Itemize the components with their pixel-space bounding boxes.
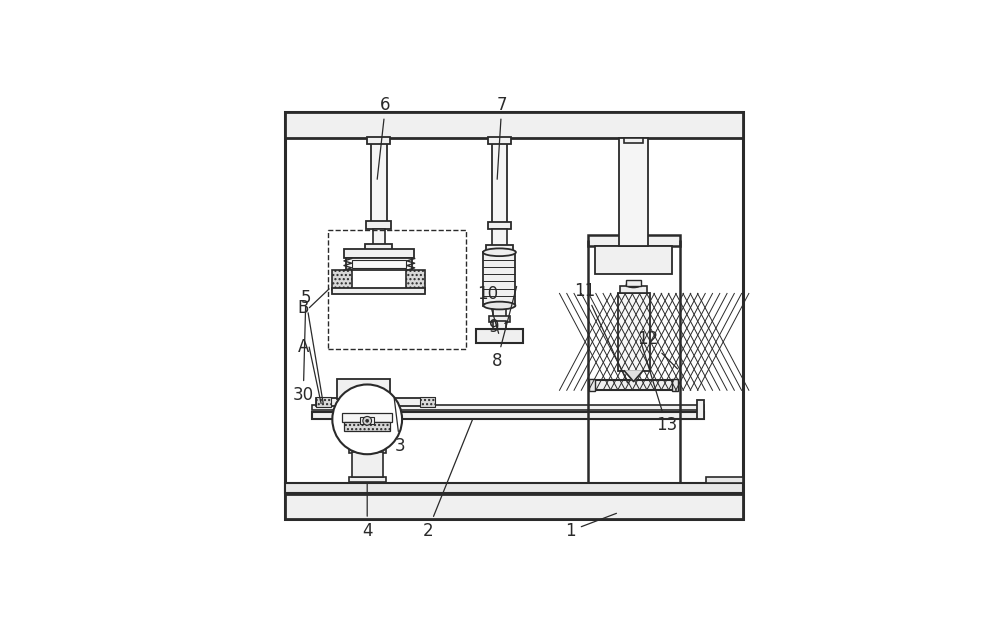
Bar — [373, 228, 385, 246]
Polygon shape — [624, 371, 643, 382]
Text: 4: 4 — [362, 482, 372, 540]
Text: 1: 1 — [565, 513, 616, 540]
Text: 8: 8 — [492, 286, 517, 370]
Bar — [493, 305, 506, 318]
Bar — [316, 397, 331, 407]
Bar — [342, 413, 392, 422]
Bar — [595, 246, 672, 274]
Text: A: A — [298, 338, 309, 356]
Text: 7: 7 — [497, 96, 507, 179]
Text: 5: 5 — [300, 289, 323, 403]
Text: 3: 3 — [394, 398, 405, 455]
Bar — [626, 280, 641, 286]
Bar — [619, 138, 648, 246]
Text: 10: 10 — [477, 286, 499, 333]
Bar — [486, 245, 512, 252]
Bar — [672, 379, 678, 391]
Bar — [365, 244, 392, 251]
Bar — [406, 270, 425, 289]
Ellipse shape — [483, 248, 516, 256]
Text: 11: 11 — [575, 282, 628, 383]
Bar — [360, 418, 374, 424]
Bar — [367, 136, 390, 144]
Circle shape — [366, 420, 369, 422]
Bar — [285, 494, 743, 519]
Bar — [332, 270, 352, 289]
Bar — [356, 418, 378, 449]
Bar — [483, 252, 515, 306]
Bar — [352, 452, 383, 477]
Bar — [492, 228, 507, 246]
Bar — [489, 316, 510, 321]
Text: 30: 30 — [293, 306, 314, 404]
Bar — [337, 379, 390, 399]
Bar — [589, 379, 595, 391]
Bar — [316, 398, 435, 406]
Bar — [349, 447, 386, 454]
Bar — [618, 293, 650, 371]
Bar — [344, 422, 390, 431]
Text: 12: 12 — [637, 330, 678, 369]
Bar — [620, 286, 647, 293]
Bar — [476, 329, 523, 343]
Bar — [492, 138, 507, 223]
Bar — [285, 112, 743, 519]
Text: 2: 2 — [422, 419, 473, 540]
Text: 6: 6 — [377, 96, 391, 179]
Ellipse shape — [626, 282, 641, 287]
Bar — [488, 136, 511, 144]
Bar — [332, 287, 425, 294]
Bar — [366, 221, 391, 230]
Text: 13: 13 — [640, 340, 677, 434]
Bar — [285, 112, 743, 138]
Bar — [352, 260, 406, 268]
Text: 9: 9 — [489, 318, 507, 337]
Bar — [312, 405, 704, 409]
Text: B: B — [298, 299, 309, 317]
Bar — [285, 483, 743, 493]
Bar — [420, 397, 435, 407]
Circle shape — [363, 416, 372, 425]
Bar — [589, 380, 678, 390]
Bar — [346, 258, 412, 270]
Bar — [624, 138, 643, 143]
Bar — [488, 222, 511, 230]
Bar — [328, 230, 466, 349]
Bar — [618, 293, 650, 371]
Bar — [706, 477, 743, 483]
Bar — [493, 321, 506, 329]
Bar — [697, 400, 704, 420]
Bar — [312, 411, 704, 420]
Bar — [588, 235, 680, 246]
Bar — [344, 249, 414, 258]
Bar — [371, 138, 387, 223]
Circle shape — [332, 384, 402, 454]
Bar — [349, 477, 386, 482]
Ellipse shape — [483, 302, 515, 309]
